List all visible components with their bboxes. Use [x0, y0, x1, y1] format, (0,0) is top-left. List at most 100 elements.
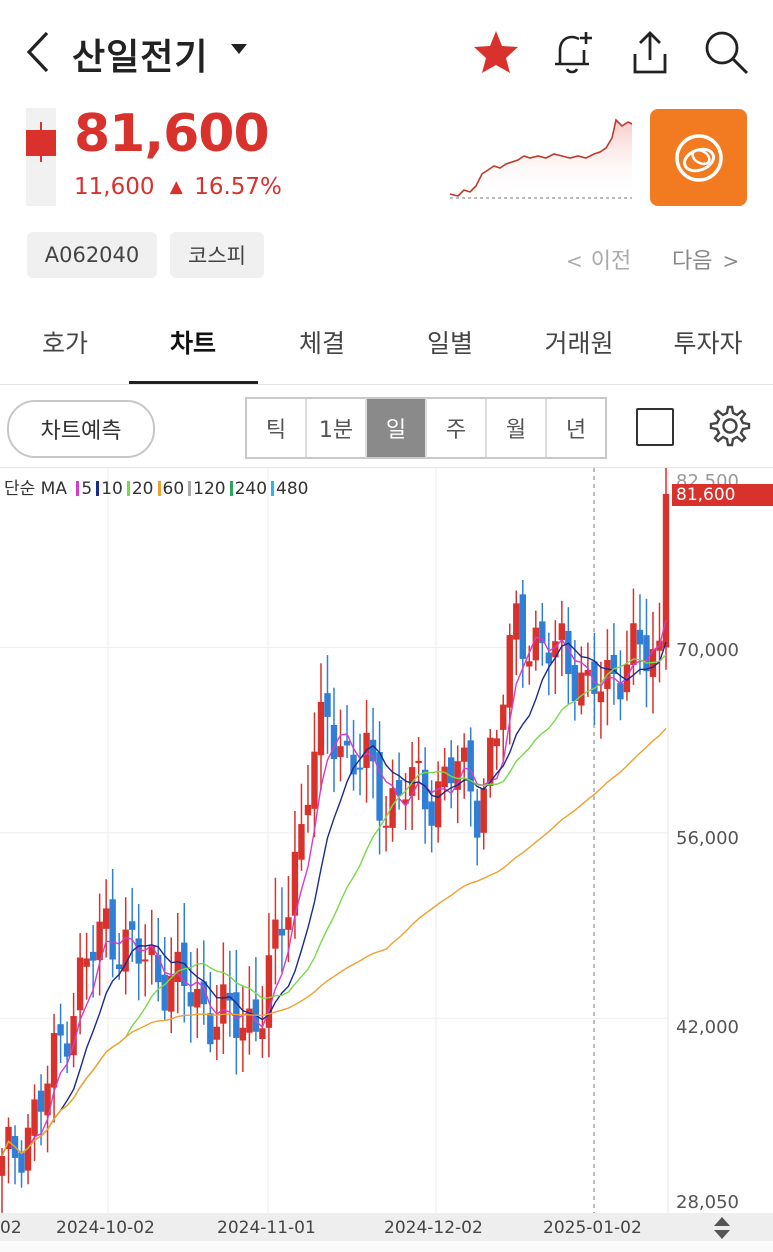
legend-label: 60 [163, 479, 185, 499]
tab-chart[interactable]: 차트 [133, 324, 253, 360]
candle-body [311, 752, 317, 809]
candle-body [376, 752, 382, 821]
gear-icon [708, 404, 752, 448]
next-stock-button[interactable]: 다음 > [672, 243, 739, 275]
price-range-bar [26, 108, 56, 206]
candle-body [77, 958, 83, 1011]
candle-body [441, 767, 447, 788]
resize-handle[interactable] [706, 1215, 738, 1241]
search-button[interactable] [700, 26, 752, 78]
tab-hoga[interactable]: 호가 [5, 324, 125, 360]
candle-body [663, 494, 669, 648]
sparkline-chart [448, 112, 634, 204]
candle-body [83, 958, 89, 966]
period-month[interactable]: 월 [487, 399, 547, 457]
market-tag: 코스피 [170, 232, 264, 278]
candle-body [122, 930, 128, 972]
x-tick-label: 2024-10-02 [56, 1218, 155, 1238]
period-tick[interactable]: 틱 [247, 399, 307, 457]
candle-body [279, 929, 285, 936]
stock-title[interactable]: 산일전기 [72, 28, 208, 80]
legend-label: 480 [276, 479, 308, 499]
chart-predict-button[interactable]: 차트예측 [7, 400, 155, 458]
candle-body [57, 1024, 63, 1035]
legend-swatch [230, 481, 233, 496]
brand-logo[interactable] [650, 109, 747, 206]
settings-button[interactable] [706, 402, 754, 450]
legend-label: 5 [81, 479, 92, 499]
period-1min[interactable]: 1분 [307, 399, 367, 457]
candle-body [617, 683, 623, 699]
candle-body [38, 1091, 44, 1112]
candle-body [298, 824, 304, 860]
candle-body [494, 738, 500, 746]
prev-stock-button[interactable]: < 이전 [566, 243, 631, 275]
favorite-button[interactable] [470, 26, 522, 78]
legend-swatch [271, 481, 274, 496]
stock-dropdown-button[interactable] [228, 38, 250, 60]
x-tick-label: 2024-11-01 [217, 1218, 316, 1238]
candle-body [285, 917, 291, 930]
candle-body [357, 768, 363, 770]
candle-body [305, 805, 311, 815]
candle-body [383, 826, 389, 828]
tab-investors[interactable]: 투자자 [648, 324, 768, 360]
fullscreen-checkbox[interactable] [636, 408, 674, 446]
candle-body [415, 761, 421, 763]
share-button[interactable] [624, 26, 676, 78]
ma-legend: 단순 MA 5 10 20 60 120 240 480 [4, 474, 309, 499]
legend-label: 240 [235, 479, 267, 499]
alarm-add-button[interactable] [546, 26, 598, 78]
candle-body [637, 630, 643, 645]
candle-body [448, 757, 454, 783]
chevron-right-icon: > [722, 249, 739, 273]
period-year[interactable]: 년 [547, 399, 605, 457]
candle-body [500, 705, 506, 730]
current-price-tag: 81,600 [672, 484, 773, 506]
candle-body [129, 921, 135, 930]
candlestick-chart[interactable] [0, 468, 773, 1252]
candle-body [136, 938, 142, 963]
tab-brokers[interactable]: 거래원 [519, 324, 639, 360]
candle-body [507, 635, 513, 708]
y-tick-label: 56,000 [676, 828, 739, 849]
x-tick-label: 02 [0, 1218, 22, 1238]
candle-body [103, 908, 109, 928]
candle-body [240, 1028, 246, 1041]
candle-body [526, 661, 532, 666]
candle-body [546, 652, 552, 663]
candle-body [18, 1153, 24, 1173]
legend-swatch [158, 481, 161, 496]
up-down-arrows-icon [712, 1216, 732, 1240]
candle-body [214, 1027, 220, 1040]
period-week[interactable]: 주 [427, 399, 487, 457]
tab-trades[interactable]: 체결 [262, 324, 382, 360]
candle-body [155, 955, 161, 982]
x-tick-label: 2025-01-02 [543, 1218, 642, 1238]
search-icon [702, 28, 750, 76]
candle-body [324, 693, 330, 717]
candle-body [0, 1156, 5, 1176]
tab-daily[interactable]: 일별 [390, 324, 510, 360]
chevron-left-icon: < [566, 249, 583, 273]
candle-body [481, 788, 487, 832]
candle-body [337, 746, 343, 757]
y-tick-label: 28,050 [676, 1192, 739, 1213]
candle-body [461, 748, 467, 762]
period-day[interactable]: 일 [367, 399, 427, 457]
candle-body [116, 964, 122, 969]
candle-body [142, 959, 148, 961]
chevron-left-icon [25, 30, 51, 74]
candle-body [162, 975, 168, 1011]
candle-body [474, 801, 480, 838]
legend-swatch [127, 481, 130, 496]
legend-label: 20 [132, 479, 154, 499]
candle-body [572, 665, 578, 701]
candle-body [109, 899, 115, 959]
price-change: 11,600 ▲ 16.57% [74, 174, 282, 200]
current-price: 81,600 [74, 104, 269, 164]
caret-down-icon [230, 42, 248, 56]
back-button[interactable] [18, 26, 58, 78]
share-icon [627, 28, 673, 76]
legend-swatch [76, 481, 79, 496]
